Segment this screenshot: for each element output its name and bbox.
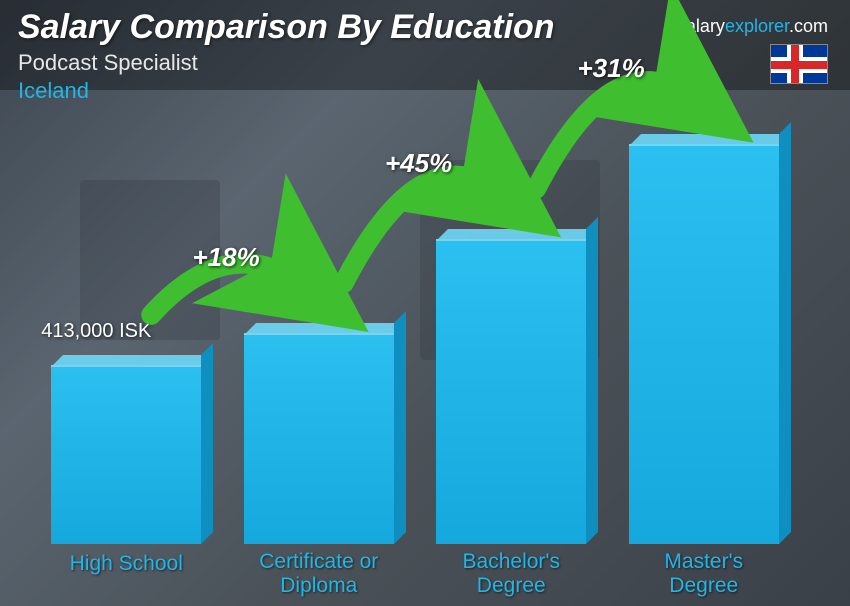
chart-title: Salary Comparison By Education [18, 8, 555, 47]
bar [51, 365, 201, 544]
bar [244, 333, 394, 544]
value-label: 413,000 ISK [41, 320, 151, 343]
brand-logo: salaryexplorer.com [677, 16, 828, 37]
value-label: 704,000 ISK [426, 194, 536, 217]
increase-label: +45% [385, 148, 452, 179]
increase-label: +18% [193, 242, 260, 273]
increase-label: +31% [578, 53, 645, 84]
value-label: 486,000 ISK [234, 288, 344, 311]
brand-suffix: .com [789, 16, 828, 36]
chart-country: Iceland [18, 78, 89, 104]
brand-prefix: salary [677, 16, 725, 36]
chart-area: 413,000 ISK486,000 ISK704,000 ISK922,000… [30, 120, 800, 544]
bar [436, 239, 586, 544]
content-root: Salary Comparison By Education Podcast S… [0, 0, 850, 606]
chart-subtitle: Podcast Specialist [18, 50, 198, 76]
country-flag-iceland [770, 44, 828, 84]
category-label: Bachelor'sDegree [416, 550, 606, 598]
category-label: Certificate orDiploma [224, 550, 414, 598]
category-label: Master'sDegree [609, 550, 799, 598]
value-label: 922,000 ISK [619, 99, 729, 122]
brand-accent: explorer [725, 16, 789, 36]
category-label: High School [31, 552, 221, 576]
bar [629, 144, 779, 544]
